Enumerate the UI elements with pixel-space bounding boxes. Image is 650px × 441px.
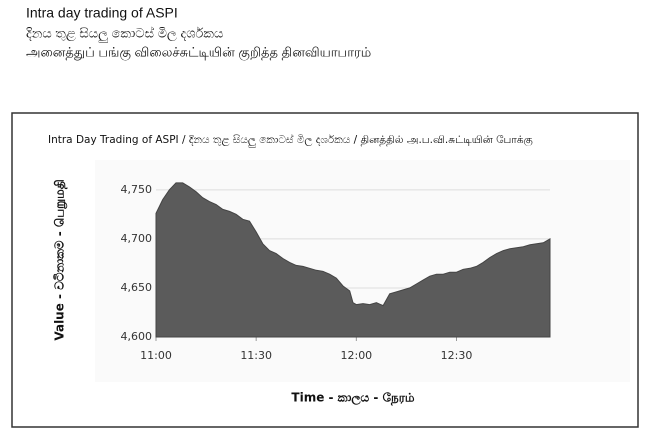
x-tick-label: 12:30 <box>441 349 473 362</box>
x-tick-label: 12:00 <box>340 349 372 362</box>
x-tick-label: 11:00 <box>140 349 172 362</box>
y-tick-label: 4,650 <box>121 281 153 294</box>
y-tick-label: 4,600 <box>121 330 153 343</box>
area <box>155 182 551 338</box>
chart-title: Intra Day Trading of ASPI / දිනය තුළ සිය… <box>48 132 534 148</box>
y-tick-label: 4,700 <box>121 232 153 245</box>
header-title-si: දිනය තුළ සියලු කොටස් මිල දර්ශකය <box>26 25 223 42</box>
y-axis-title: Value - වටිනාකම - பெறுமதி <box>53 179 68 340</box>
header-title: Intra day trading of ASPI <box>26 5 178 21</box>
x-axis-title: Time - කාලය - நேரம் <box>291 391 415 407</box>
header-title-ta: அனைத்துப் பங்கு விலைச்சுட்டியின் குறித்த… <box>26 44 371 60</box>
x-tick-label: 11:30 <box>240 349 272 362</box>
y-tick-label: 4,750 <box>121 183 153 196</box>
